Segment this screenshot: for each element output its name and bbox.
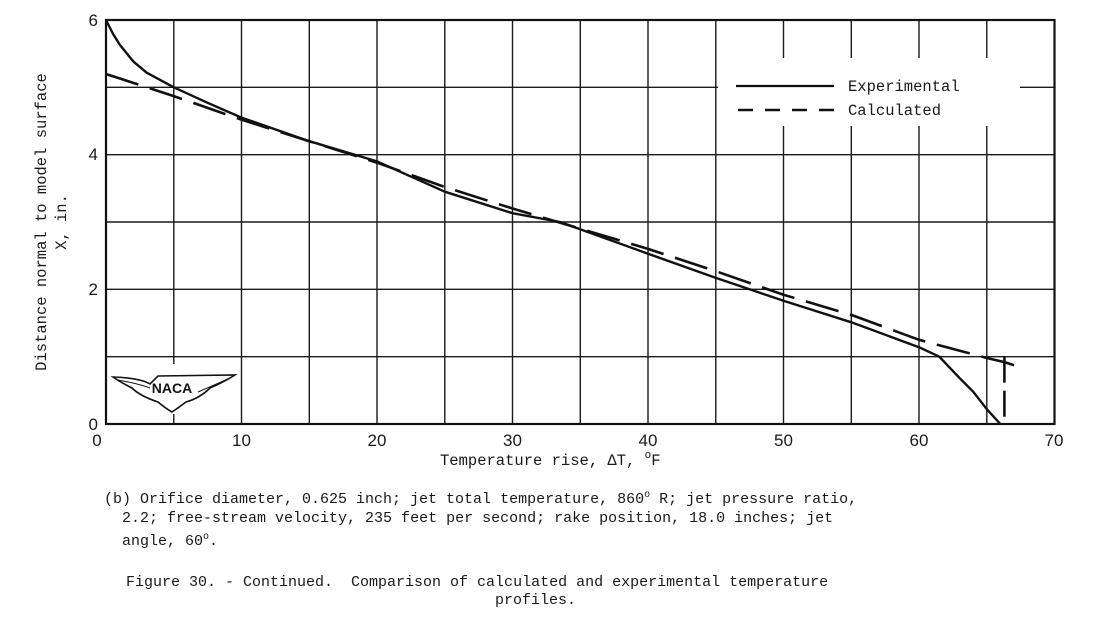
experimental-line [104, 19, 1002, 425]
caption-line1b: R; jet pressure ratio, [650, 491, 858, 508]
calculated-line [105, 72, 1018, 368]
figure-caption: Figure 30. - Continued. Comparison of ca… [126, 573, 828, 592]
x-axis-label: Temperature rise, ΔT, oF [440, 450, 661, 470]
caption-line3a: angle, 60 [122, 533, 204, 550]
naca-logo-text: NACA [152, 380, 192, 396]
x-axis-ticks: 0 10 20 30 40 50 60 70 [92, 431, 1063, 450]
y-axis-label-line2: X, in. [53, 194, 71, 250]
x-tick-50: 50 [774, 431, 793, 450]
chart-area: NACA Experimental Calculated 0 2 4 6 0 1… [33, 11, 1063, 470]
x-tick-40: 40 [639, 431, 658, 450]
y-tick-4: 4 [89, 145, 98, 164]
x-tick-30: 30 [503, 431, 522, 450]
y-tick-6: 6 [89, 11, 98, 30]
caption-line3b: . [209, 533, 219, 550]
y-axis-label: Distance normal to model surface X, in. [33, 73, 71, 371]
y-axis-label-line1: Distance normal to model surface [33, 73, 51, 371]
legend-background [718, 58, 1020, 126]
x-tick-60: 60 [910, 431, 929, 450]
subfigure-caption: (b) Orifice diameter, 0.625 inch; jet to… [104, 486, 857, 551]
y-tick-2: 2 [89, 280, 98, 299]
x-tick-0: 0 [92, 431, 101, 450]
y-axis-ticks: 0 2 4 6 [89, 11, 98, 434]
legend-calculated-label: Calculated [848, 102, 941, 120]
legend: Experimental Calculated [736, 78, 960, 120]
figure-caption-line2: profiles. [495, 592, 577, 609]
legend-experimental-label: Experimental [848, 78, 960, 96]
x-tick-20: 20 [368, 431, 387, 450]
x-tick-70: 70 [1045, 431, 1064, 450]
naca-logo-icon: NACA [110, 364, 240, 414]
y-tick-0: 0 [89, 415, 98, 434]
figure-caption-line2-wrap: profiles. [495, 591, 576, 610]
plot-frame [104, 18, 1056, 426]
caption-degree-1: o [644, 490, 651, 501]
x-tick-10: 10 [232, 431, 251, 450]
caption-line1a: (b) Orifice diameter, 0.625 inch; jet to… [104, 491, 645, 508]
caption-line2: 2.2; free-stream velocity, 235 feet per … [122, 510, 834, 527]
figure-caption-line1: Figure 30. - Continued. Comparison of ca… [126, 574, 829, 591]
caption-degree-2: o [203, 532, 210, 543]
